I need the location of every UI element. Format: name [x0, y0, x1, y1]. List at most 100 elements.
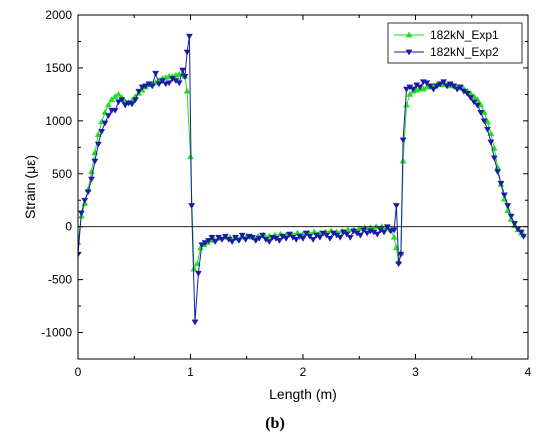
data-point	[443, 83, 451, 90]
y-tick-label: 2000	[45, 8, 72, 22]
data-point	[372, 223, 380, 230]
x-tick-label: 0	[75, 365, 82, 379]
data-point	[78, 210, 85, 217]
data-point	[108, 96, 116, 103]
plot-frame	[77, 14, 529, 360]
data-point	[316, 234, 324, 241]
data-point	[115, 90, 122, 97]
data-point	[403, 101, 410, 108]
data-point	[373, 231, 381, 238]
data-point	[520, 233, 527, 240]
data-point	[148, 83, 156, 90]
legend-label: 182kN_Exp1	[430, 28, 499, 42]
data-point	[346, 234, 354, 241]
data-point	[490, 155, 498, 162]
data-point	[118, 97, 126, 104]
data-point	[500, 192, 508, 199]
data-point	[383, 224, 391, 231]
y-tick-label: 1500	[45, 61, 72, 75]
data-point	[494, 163, 502, 170]
data-point	[248, 234, 256, 241]
data-point	[416, 84, 424, 91]
legend-label: 182kN_Exp2	[430, 45, 499, 59]
data-point	[433, 83, 441, 90]
data-point	[484, 118, 491, 125]
data-point	[158, 78, 166, 85]
x-tick-label: 3	[412, 365, 419, 379]
data-point	[473, 102, 481, 109]
data-point	[326, 235, 334, 242]
plot-area	[78, 33, 527, 326]
figure-caption: (b)	[265, 415, 285, 432]
data-point	[235, 238, 243, 244]
data-point	[403, 86, 410, 93]
data-point	[436, 81, 444, 88]
data-point	[152, 70, 160, 77]
data-point	[450, 83, 458, 90]
data-point	[440, 79, 448, 86]
data-point	[135, 88, 143, 95]
data-point	[360, 227, 368, 234]
data-point	[101, 120, 109, 127]
data-point	[259, 232, 266, 239]
data-point	[457, 84, 464, 91]
data-point	[252, 238, 260, 244]
data-point	[242, 237, 250, 243]
data-point	[165, 80, 173, 87]
data-point	[131, 97, 139, 104]
data-point	[188, 203, 196, 210]
data-point	[275, 238, 283, 244]
data-point	[183, 87, 191, 94]
data-point	[84, 189, 92, 196]
data-point	[142, 83, 149, 90]
data-point	[494, 169, 502, 176]
x-tick-label: 2	[300, 365, 307, 379]
data-point	[221, 233, 229, 240]
data-point	[208, 234, 216, 241]
data-point	[121, 102, 129, 109]
data-point	[299, 235, 307, 242]
x-tick-label: 4	[525, 365, 532, 379]
data-point	[238, 232, 246, 239]
legend-item: 182kN_Exp1	[394, 28, 499, 42]
data-point	[399, 137, 407, 144]
data-point	[426, 83, 434, 90]
data-point	[228, 239, 236, 246]
data-point	[343, 231, 351, 238]
data-point	[98, 129, 106, 135]
data-point	[395, 261, 403, 268]
data-point	[423, 80, 431, 87]
data-point	[211, 239, 219, 246]
data-point	[265, 239, 273, 246]
data-point	[104, 113, 112, 120]
data-point	[517, 229, 525, 236]
data-point	[115, 99, 122, 106]
data-point	[336, 234, 344, 241]
data-point	[292, 237, 300, 243]
data-point	[155, 81, 163, 88]
axes: 0 1 2 3 4 -1000 -500 0 500 1000 1500 2000	[41, 8, 531, 379]
series-1	[78, 70, 527, 272]
data-point	[484, 126, 491, 133]
data-point	[255, 235, 263, 242]
data-point	[511, 221, 518, 228]
data-point	[507, 213, 515, 220]
data-point	[218, 237, 226, 243]
data-point	[467, 95, 475, 102]
data-point	[309, 237, 317, 243]
data-point	[306, 233, 314, 240]
data-point	[101, 108, 109, 115]
legend-marker	[405, 49, 413, 56]
data-point	[191, 319, 199, 326]
data-point	[302, 230, 310, 237]
data-point	[504, 203, 512, 210]
y-tick-label: 0	[65, 220, 72, 234]
data-point	[81, 197, 89, 204]
legend-marker	[405, 31, 413, 38]
data-point	[193, 260, 201, 267]
y-tick-label: -500	[48, 273, 72, 287]
data-point	[185, 33, 193, 40]
data-point	[282, 235, 290, 242]
data-point	[487, 139, 495, 146]
